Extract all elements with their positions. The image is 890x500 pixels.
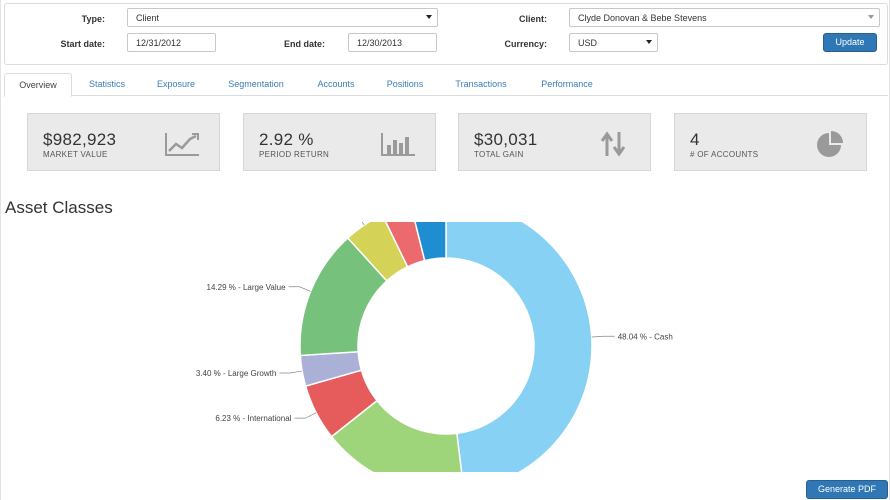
- slice-label: 14.29 % - Large Value: [207, 283, 287, 292]
- donut-slice-cash[interactable]: [445, 222, 593, 472]
- chevron-down-icon: [426, 15, 432, 19]
- donut-slice-other[interactable]: [411, 222, 447, 262]
- currency-select[interactable]: USD: [569, 33, 658, 52]
- leader-line: [279, 370, 303, 374]
- pie-chart-icon: [817, 131, 843, 157]
- tab-performance[interactable]: Performance: [541, 79, 593, 89]
- generate-pdf-button[interactable]: Generate PDF: [806, 480, 888, 499]
- asset-classes-chart: 48.04 % - Cash16.30 % - Fixed Income6.23…: [196, 222, 673, 472]
- leader-line: [294, 412, 317, 419]
- card-label: MARKET VALUE: [43, 150, 108, 159]
- tab-segmentation[interactable]: Segmentation: [228, 79, 284, 89]
- card-value: $30,031: [474, 130, 538, 149]
- accounts-card: 4 # OF ACCOUNTS: [674, 113, 867, 171]
- slice-label: 3.40 % - Large Growth: [196, 369, 276, 378]
- tab-positions[interactable]: Positions: [386, 79, 424, 89]
- tab-accounts[interactable]: Accounts: [317, 79, 355, 89]
- period-return-card: 2.92 % PERIOD RETURN: [243, 113, 436, 171]
- total-gain-card: $30,031 TOTAL GAIN: [458, 113, 651, 171]
- start-date-label: Start date:: [60, 39, 105, 49]
- bar-chart-icon: [381, 133, 415, 156]
- card-label: PERIOD RETURN: [259, 150, 330, 159]
- section-title: Asset Classes: [5, 198, 113, 217]
- line-chart-icon: [165, 133, 199, 156]
- slice-label: 48.04 % - Cash: [618, 332, 673, 341]
- leader-line: [361, 222, 365, 226]
- market-value-card: $982,923 MARKET VALUE: [27, 113, 220, 171]
- chevron-down-icon: [646, 40, 652, 44]
- leader-line: [591, 335, 615, 338]
- card-value: $982,923: [43, 130, 117, 149]
- tab-exposure[interactable]: Exposure: [156, 79, 196, 89]
- client-select-value: Clyde Donovan & Bebe Stevens: [578, 13, 707, 23]
- card-value: 2.92 %: [259, 130, 314, 149]
- end-date-input[interactable]: 12/30/2013: [348, 33, 437, 52]
- tab-statistics[interactable]: Statistics: [88, 79, 125, 89]
- donut-slices: [299, 222, 593, 472]
- end-date-label: End date:: [283, 39, 325, 49]
- currency-label: Currency:: [504, 39, 547, 49]
- type-label: Type:: [81, 14, 105, 24]
- chevron-down-icon: [868, 15, 874, 19]
- tab-bar: Overview Statistics Exposure Segmentatio…: [4, 73, 888, 97]
- card-label: # OF ACCOUNTS: [690, 150, 759, 159]
- tab-transactions[interactable]: Transactions: [455, 79, 507, 89]
- donut-labels: 48.04 % - Cash16.30 % - Fixed Income6.23…: [196, 222, 673, 423]
- currency-select-value: USD: [578, 38, 598, 48]
- update-button[interactable]: Update: [823, 33, 877, 52]
- type-select-value: Client: [136, 13, 160, 23]
- leader-line: [288, 286, 311, 292]
- tab-overview[interactable]: Overview: [4, 73, 72, 97]
- card-value: 4: [690, 130, 700, 149]
- swap-arrows-icon: [600, 131, 626, 157]
- start-date-input[interactable]: 12/31/2012: [127, 33, 216, 52]
- filter-panel: Type: Client Client: Clyde Donovan & Beb…: [4, 3, 888, 65]
- type-select[interactable]: Client: [127, 8, 438, 27]
- card-label: TOTAL GAIN: [474, 150, 524, 159]
- client-select[interactable]: Clyde Donovan & Bebe Stevens: [569, 8, 880, 27]
- client-label: Client:: [519, 14, 547, 24]
- slice-label: 6.23 % - International: [215, 414, 291, 423]
